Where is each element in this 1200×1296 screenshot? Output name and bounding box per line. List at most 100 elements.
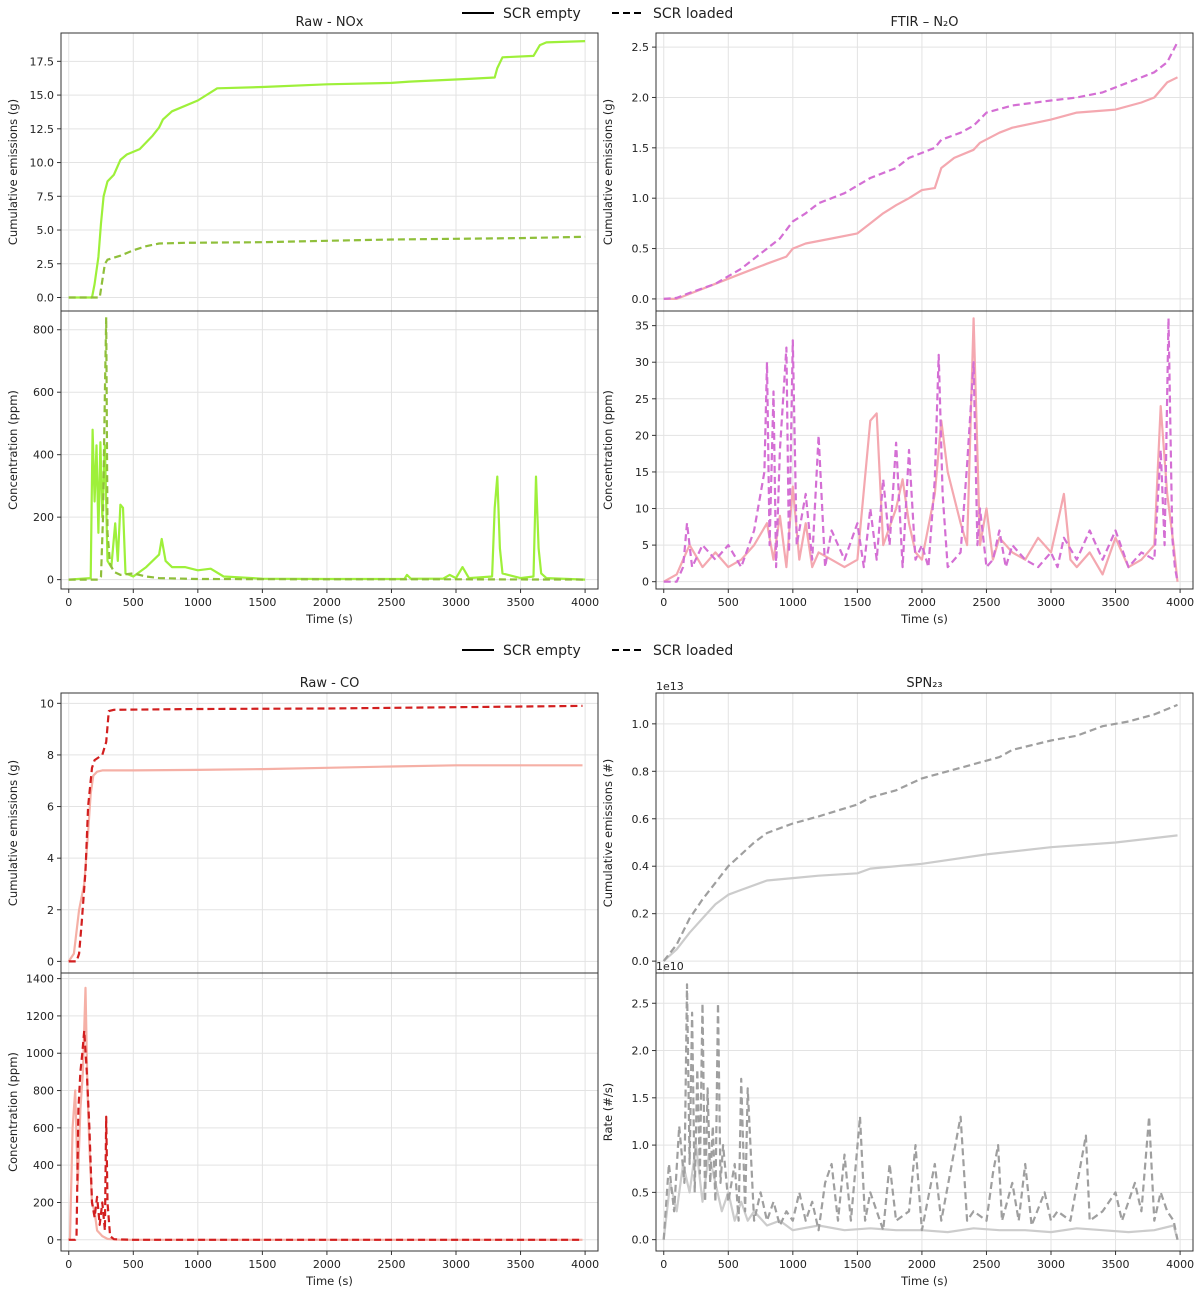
spn-top-dashed-line [662, 703, 1178, 962]
chart-co: 0 2 4 6 8 10 Cumulative emissions (g) 0 200 400 60… [6, 676, 599, 1288]
x-tick-label: 0 [65, 596, 72, 609]
n2o-bot-ylabel: Concentration (ppm) [601, 390, 615, 510]
n2o-bot-dashed-line [663, 317, 1179, 583]
y-tick-label: 1.5 [632, 142, 650, 155]
spn-top-frame [655, 692, 1194, 974]
co-top-frame [60, 692, 599, 974]
y-tick-label: 2.5 [632, 997, 650, 1010]
x-tick-label: 3500 [1102, 1258, 1130, 1271]
y-tick-label: 400 [33, 449, 54, 462]
x-tick-label: 4000 [1166, 1258, 1194, 1271]
chart-spn: 0.0 0.2 0.4 0.6 0.8 1.0 Cumulative emissions (… [601, 676, 1194, 1288]
legend-solid-label: SCR empty [503, 643, 581, 659]
n2o-top-frame [655, 32, 1194, 312]
nox-top-panel: 0.0 2.5 5.0 7.5 10.0 12.5 15.0 17.5 Cumulative e… [6, 32, 599, 312]
nox-bot-frame [60, 310, 599, 590]
nox-bot-panel: 0 200 400 600 800 Concentration (ppm) [6, 310, 599, 590]
nox-top-dashed-line [68, 235, 586, 299]
co-top-dashed-line [68, 704, 583, 963]
y-tick-label: 800 [33, 1085, 54, 1098]
x-tick-label: 2000 [908, 596, 936, 609]
y-tick-label: 0.0 [632, 1234, 650, 1247]
spn-bot-exponent: 1e10 [656, 960, 684, 973]
x-tick-label: 2000 [313, 1258, 341, 1271]
nox-xlabel: Time (s) [305, 612, 353, 626]
co-top-panel: 0 2 4 6 8 10 Cumulative emissions (g) [6, 692, 599, 974]
x-tick-label: 2000 [908, 1258, 936, 1271]
x-tick-label: 1500 [248, 596, 276, 609]
x-tick-label: 500 [718, 596, 739, 609]
nox-title: Raw - NOx [296, 15, 364, 30]
x-tick-label: 3500 [1102, 596, 1130, 609]
y-tick-label: 0 [47, 574, 54, 587]
n2o-bot-solid-line [663, 317, 1179, 583]
y-tick-label: 17.5 [30, 55, 55, 68]
y-tick-label: 6 [47, 801, 54, 814]
y-tick-label: 0.5 [632, 243, 650, 256]
co-bot-panel: 0 200 400 600 800 1000 1200 1400 Concentration (… [6, 972, 599, 1252]
y-tick-label: 12.5 [30, 123, 55, 136]
legend-dashed-label: SCR loaded [653, 643, 733, 659]
x-tick-label: 0 [660, 1258, 667, 1271]
x-tick-label: 1500 [843, 1258, 871, 1271]
y-tick-label: 0.8 [632, 765, 650, 778]
nox-top-frame [60, 32, 599, 312]
y-tick-label: 2 [47, 904, 54, 917]
y-tick-label: 2.0 [632, 91, 650, 104]
x-tick-label: 3000 [1037, 596, 1065, 609]
y-tick-label: 2.5 [632, 41, 650, 54]
nox-top-ylabel: Cumulative emissions (g) [6, 99, 20, 245]
spn-bot-dashed-line [662, 983, 1179, 1240]
x-tick-label: 4000 [571, 1258, 599, 1271]
y-tick-label: 1.5 [632, 1092, 650, 1105]
y-tick-label: 35 [635, 320, 649, 333]
nox-bot-ylabel: Concentration (ppm) [6, 390, 20, 510]
x-tick-label: 2500 [377, 596, 405, 609]
y-tick-label: 0.2 [632, 908, 650, 921]
legend-top: SCR empty SCR loaded [462, 6, 733, 22]
y-tick-label: 1.0 [632, 718, 650, 731]
n2o-xlabel: Time (s) [900, 612, 948, 626]
y-tick-label: 1200 [26, 1010, 54, 1023]
co-top-ylabel: Cumulative emissions (g) [6, 760, 20, 906]
y-tick-label: 5.0 [37, 224, 55, 237]
y-tick-label: 1000 [26, 1047, 54, 1060]
y-tick-label: 0.0 [632, 955, 650, 968]
y-tick-label: 0 [642, 576, 649, 589]
y-tick-label: 400 [33, 1159, 54, 1172]
y-tick-label: 0.0 [37, 292, 55, 305]
x-tick-label: 500 [123, 596, 144, 609]
x-tick-label: 1000 [779, 596, 807, 609]
x-tick-label: 1500 [248, 1258, 276, 1271]
y-tick-label: 800 [33, 324, 54, 337]
y-tick-label: 2.0 [632, 1045, 650, 1058]
y-tick-label: 10.0 [30, 157, 55, 170]
x-tick-label: 0 [660, 596, 667, 609]
x-tick-label: 2000 [313, 596, 341, 609]
spn-bot-ylabel: Rate (#/s) [601, 1083, 615, 1142]
x-tick-label: 0 [65, 1258, 72, 1271]
chart-n2o: 0.0 0.5 1.0 1.5 2.0 2.5 Cumulative emissions (… [601, 15, 1194, 626]
y-tick-label: 1.0 [632, 192, 650, 205]
y-tick-label: 10 [635, 503, 649, 516]
x-tick-label: 3000 [442, 596, 470, 609]
n2o-top-dashed-line [663, 41, 1179, 300]
y-tick-label: 30 [635, 356, 649, 369]
legend-dashed-label: SCR loaded [653, 6, 733, 22]
legend-bottom: SCR empty SCR loaded [462, 643, 733, 659]
co-bot-ylabel: Concentration (ppm) [6, 1052, 20, 1172]
x-tick-label: 2500 [377, 1258, 405, 1271]
x-tick-label: 1000 [184, 596, 212, 609]
y-tick-label: 0 [47, 1234, 54, 1247]
x-tick-label: 3500 [507, 1258, 535, 1271]
spn-bot-frame [655, 972, 1194, 1252]
co-title: Raw - CO [300, 676, 360, 691]
n2o-title: FTIR – N₂O [891, 15, 959, 30]
spn-top-solid-line [662, 834, 1178, 962]
y-tick-label: 10 [40, 697, 54, 710]
y-tick-label: 200 [33, 511, 54, 524]
co-bot-dashed-line [68, 1029, 583, 1241]
legend-solid-label: SCR empty [503, 6, 581, 22]
